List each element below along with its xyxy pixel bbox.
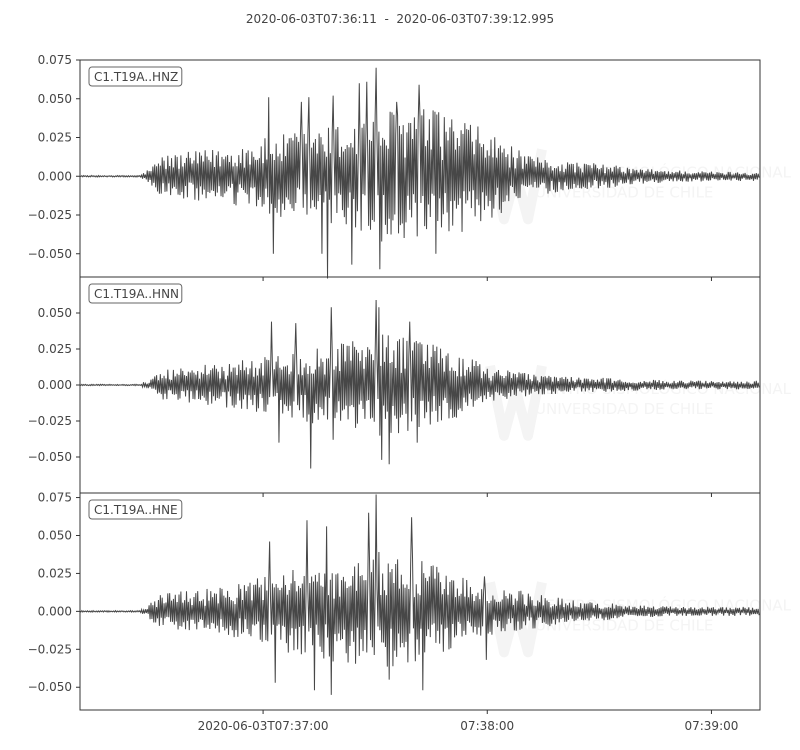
trace-line — [79, 67, 760, 279]
channel-label-box — [88, 283, 183, 304]
y-tick-label: 0.000 — [38, 378, 72, 392]
y-tick-label: −0.050 — [28, 450, 72, 464]
channel-label-text: C1.T19A..HNZ — [94, 70, 178, 84]
y-tick-label: 0.025 — [38, 131, 72, 145]
channel-label-text: C1.T19A..HNE — [94, 503, 178, 517]
channel-label: C1.T19A..HNE — [88, 499, 183, 520]
y-tick-label: 0.050 — [38, 92, 72, 106]
channel-label: C1.T19A..HNZ — [88, 66, 183, 87]
watermark-line2: UNIVERSIDAD DE CHILE — [535, 183, 713, 201]
y-tick-label: −0.050 — [28, 680, 72, 694]
trace-line — [79, 494, 760, 695]
y-tick-label: −0.025 — [28, 642, 72, 656]
channel-label: C1.T19A..HNN — [88, 283, 183, 304]
panel-frame — [79, 492, 761, 711]
y-tick-label: 0.050 — [38, 306, 72, 320]
watermark-line2: UNIVERSIDAD DE CHILE — [535, 400, 713, 418]
channel-label-box — [88, 499, 183, 520]
y-tick-label: 0.050 — [38, 528, 72, 542]
y-tick-label: 0.000 — [38, 169, 72, 183]
channel-label-box — [88, 66, 183, 87]
trace-line — [79, 300, 760, 469]
y-tick-label: −0.050 — [28, 247, 72, 261]
watermark-line2: UNIVERSIDAD DE CHILE — [535, 616, 713, 634]
y-tick-label: −0.025 — [28, 414, 72, 428]
x-tick-label: 2020-06-03T07:37:00 — [198, 719, 329, 733]
x-tick-label: 07:38:00 — [460, 719, 514, 733]
y-tick-label: −0.025 — [28, 208, 72, 222]
y-tick-label: 0.000 — [38, 604, 72, 618]
y-tick-label: 0.025 — [38, 566, 72, 580]
y-tick-label: 0.075 — [38, 53, 72, 67]
y-tick-label: 0.025 — [38, 342, 72, 356]
y-tick-label: 0.075 — [38, 491, 72, 505]
x-tick-label: 07:39:00 — [684, 719, 738, 733]
channel-label-text: C1.T19A..HNN — [94, 287, 179, 301]
figure-title: 2020-06-03T07:36:11 - 2020-06-03T07:39:1… — [245, 12, 555, 26]
